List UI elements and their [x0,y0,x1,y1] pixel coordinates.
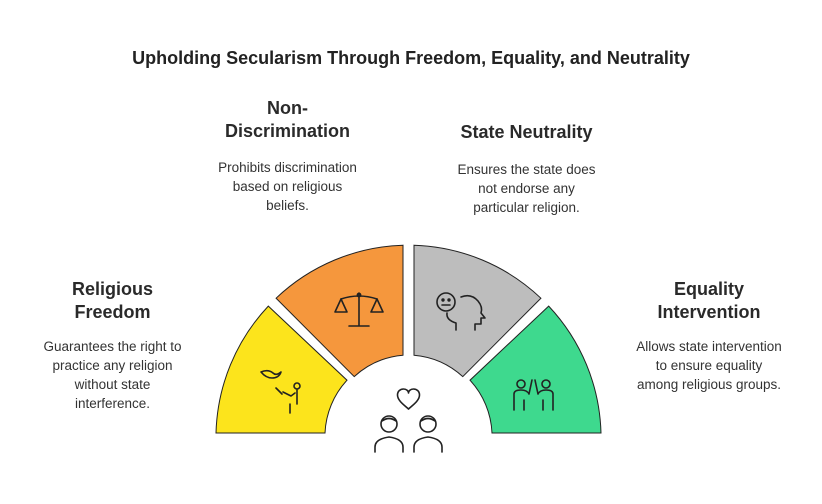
heading-line: Freedom [74,302,151,322]
body-line: Ensures the state does [457,162,596,177]
religious-freedom-heading: Religious Freedom [20,278,205,324]
state-neutrality-heading: State Neutrality [434,121,619,144]
heading-line: State Neutrality [460,122,593,142]
equality-intervention-description: Allows state intervention to ensure equa… [614,337,804,394]
non-discrimination-heading: Non- Discrimination [195,97,380,143]
heading-line: Intervention [657,302,761,322]
heading-line: Discrimination [224,121,351,141]
body-line: to ensure equality [655,358,763,373]
body-line: practice any religion [52,358,173,373]
state-neutrality-description: Ensures the state does not endorse any p… [434,160,619,217]
body-line: Allows state intervention [636,339,782,354]
heading-line: Religious [71,279,153,299]
segment-non-discrimination [275,244,404,378]
body-line: interference. [74,396,151,411]
equality-intervention-heading: Equality Intervention [614,278,804,324]
balance-scale-icon [334,292,384,327]
page-title: Upholding Secularism Through Freedom, Eq… [132,48,690,68]
state-neutrality-block: State Neutrality Ensures the state does … [434,121,619,217]
segment-religious-freedom [215,305,348,434]
segment-equality-intervention [469,305,602,434]
heading-line: Equality [673,279,744,299]
non-discrimination-description: Prohibits discrimination based on religi… [195,158,380,215]
neutral-face-head-icon [436,292,486,331]
non-discrimination-block: Non- Discrimination Prohibits discrimina… [195,97,380,215]
body-line: particular religion. [473,200,580,215]
body-line: based on religious [232,179,343,194]
body-line: without state [74,377,151,392]
body-line: Prohibits discrimination [218,160,357,175]
religious-freedom-block: Religious Freedom Guarantees the right t… [20,278,205,413]
religious-freedom-description: Guarantees the right to practice any rel… [20,337,205,413]
segment-state-neutrality [413,244,542,378]
dove-hand-icon [260,369,301,414]
equality-intervention-block: Equality Intervention Allows state inter… [614,278,804,394]
body-line: Guarantees the right to [43,339,182,354]
body-line: not endorse any [478,181,575,196]
body-line: beliefs. [266,198,309,213]
body-line: among religious groups. [636,377,782,392]
people-heart-icon [374,388,443,453]
heading-line: Non- [267,98,308,118]
high-five-icon [513,379,554,411]
